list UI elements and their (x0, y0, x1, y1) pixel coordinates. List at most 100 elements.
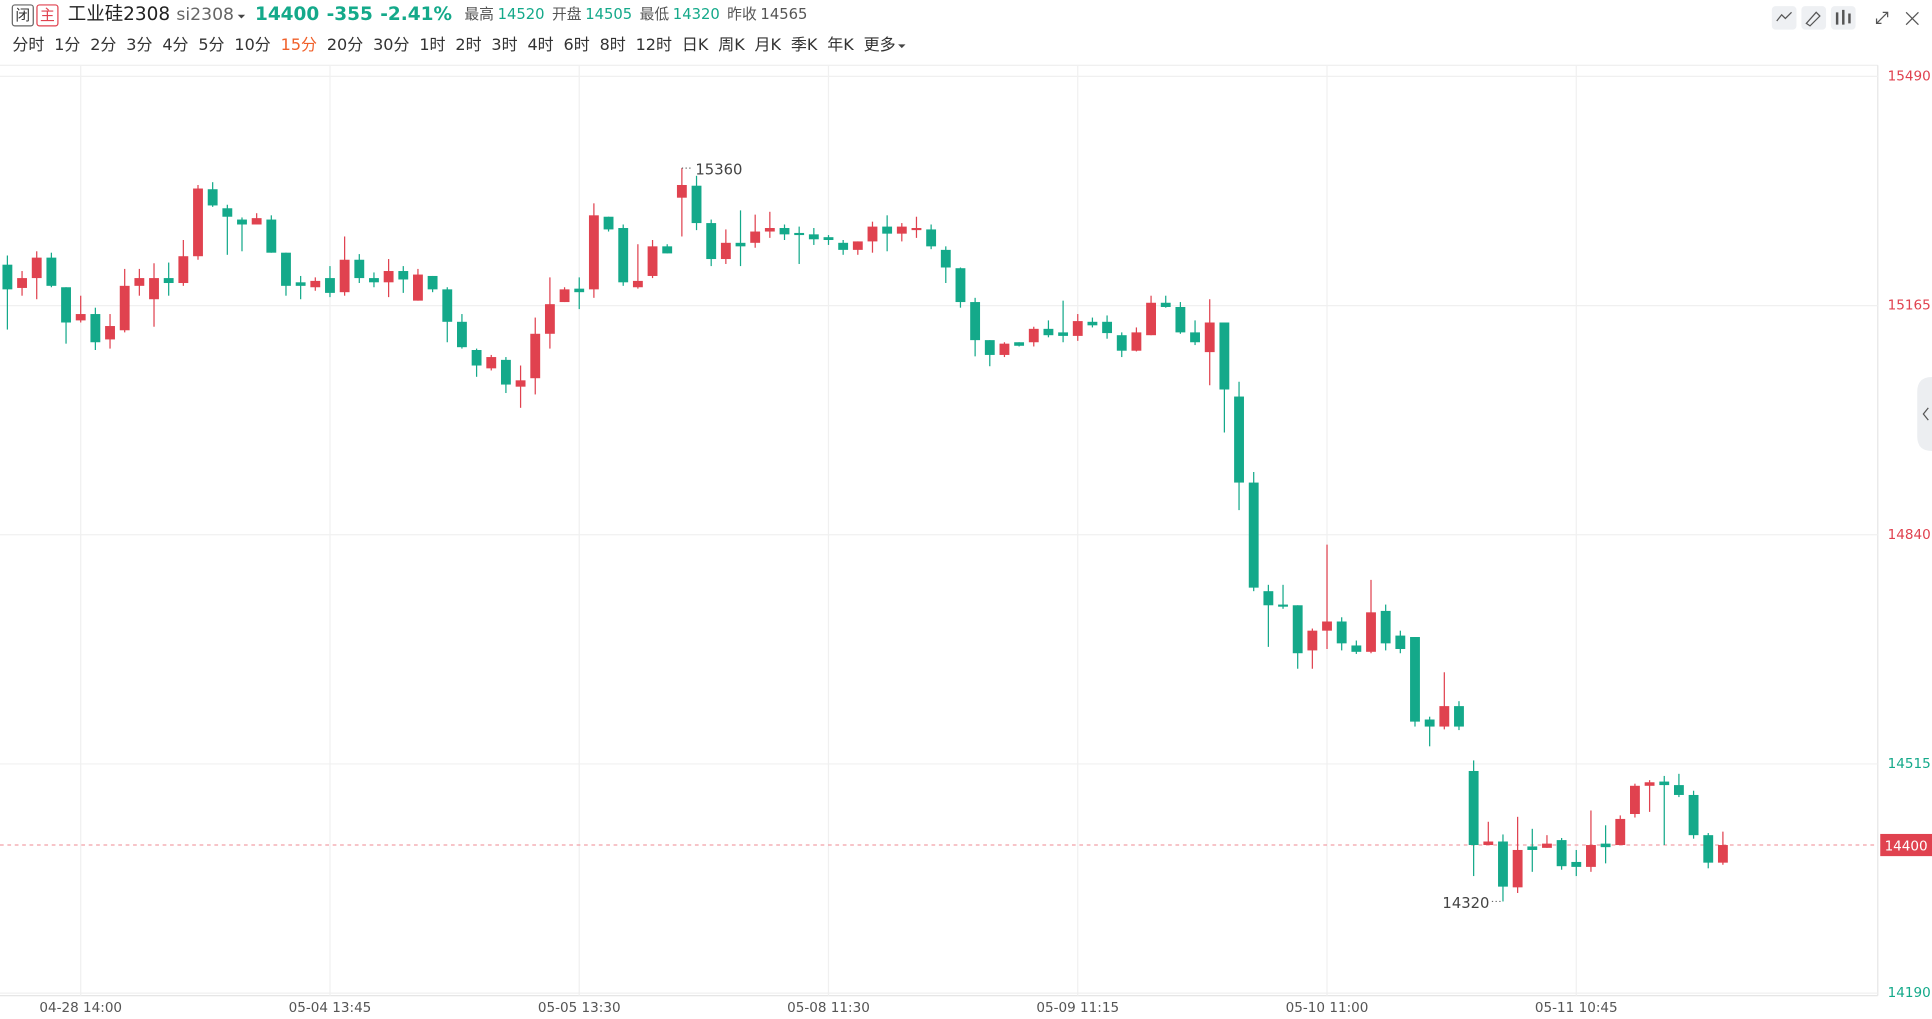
candle-body (1307, 630, 1318, 651)
candle-body (530, 333, 541, 379)
period-tab[interactable]: 8时 (600, 35, 626, 54)
indicator-icon (1776, 11, 1792, 22)
candle-body (1586, 845, 1596, 867)
candle-body (1278, 604, 1288, 607)
candle-body (1439, 706, 1450, 727)
period-tab[interactable]: 2分 (90, 35, 116, 54)
candle-body (134, 278, 145, 286)
low-label: 14320 (1442, 895, 1489, 912)
period-tab[interactable]: 月K (755, 35, 782, 54)
period-tab[interactable]: 5分 (198, 35, 224, 54)
candle-body (1630, 785, 1640, 815)
period-tab[interactable]: 年K (827, 35, 854, 54)
candle-body (1659, 781, 1670, 786)
candle-body (119, 285, 130, 331)
more-periods[interactable]: 更多 (864, 35, 896, 54)
last-price: 14400 (255, 4, 319, 25)
candle-body (266, 219, 277, 253)
candle-body (955, 268, 966, 303)
candle-body (911, 228, 922, 231)
candle-body (1292, 605, 1303, 654)
candle-body (31, 257, 42, 279)
candle-body (838, 242, 849, 250)
candle-body (720, 242, 731, 260)
candle-body (281, 252, 291, 286)
candle-body (1644, 782, 1655, 786)
period-tab[interactable]: 30分 (373, 35, 409, 54)
last-price-tag (1880, 833, 1932, 857)
candle-body (1175, 306, 1186, 333)
period-tab[interactable]: 12时 (636, 35, 672, 54)
y-tick-label: 15165 (1888, 298, 1931, 314)
x-tick-label: 05-08 11:30 (787, 1000, 870, 1016)
candle-body (413, 274, 423, 301)
candle-body (207, 189, 218, 206)
y-tick-label: 15490 (1888, 68, 1931, 84)
candle-body (1146, 302, 1156, 336)
x-tick-label: 05-04 13:45 (289, 1000, 372, 1016)
candle-body (896, 226, 907, 234)
high-label: 15360 (695, 162, 742, 179)
candle-body (354, 259, 365, 279)
close-icon (1905, 11, 1919, 26)
period-tab[interactable]: 分时 (12, 35, 44, 54)
candle-body (442, 289, 453, 322)
candle-body (251, 218, 262, 225)
period-tab[interactable]: 15分 (281, 35, 317, 54)
candle-body (1190, 332, 1200, 343)
period-tab[interactable]: 6时 (564, 35, 590, 54)
candle-body (574, 288, 585, 293)
candle-body (1322, 621, 1332, 631)
stat-label: 开盘 (552, 5, 582, 23)
period-tab[interactable]: 3时 (491, 35, 517, 54)
contract-code: si2308 (176, 5, 234, 25)
candle-body (500, 359, 511, 385)
period-tab[interactable]: 季K (791, 35, 818, 54)
candle-body (1542, 843, 1552, 848)
period-tab[interactable]: 2时 (455, 35, 481, 54)
period-tab[interactable]: 20分 (327, 35, 363, 54)
candle-body (1116, 335, 1127, 351)
status-text: 闭 (15, 7, 30, 24)
candle-body (457, 321, 467, 348)
chart-type-icon (1835, 9, 1851, 25)
candle-body (618, 228, 629, 283)
period-tab[interactable]: 4分 (162, 35, 188, 54)
candle-body (1131, 332, 1142, 351)
side-panel-toggle[interactable] (1917, 377, 1932, 451)
candle-body (1571, 861, 1582, 867)
candle-body (1043, 328, 1054, 336)
period-tab[interactable]: 1时 (419, 35, 445, 54)
draw-button[interactable] (1801, 6, 1827, 30)
period-tab[interactable]: 日K (682, 35, 709, 54)
candle-body (1673, 785, 1684, 795)
candle-body (691, 185, 702, 224)
candle-body (559, 289, 570, 303)
candle-body (1454, 706, 1464, 727)
candle-body (1102, 321, 1113, 334)
period-tab[interactable]: 周K (718, 35, 745, 54)
expand-icon (1875, 11, 1889, 25)
candle-body (90, 314, 101, 343)
period-tab[interactable]: 10分 (234, 35, 270, 54)
candle-body (1527, 846, 1538, 850)
y-tick-label: 14190 (1888, 985, 1931, 1001)
side-tab (1917, 377, 1932, 451)
candle-body (1410, 637, 1420, 722)
candle-body (1351, 645, 1362, 652)
draw-icon (1805, 11, 1821, 27)
period-tab[interactable]: 3分 (126, 35, 152, 54)
more-arrow (898, 44, 906, 49)
candle-body (1688, 794, 1699, 836)
candle-body (779, 228, 790, 235)
period-tab[interactable]: 1分 (54, 35, 80, 54)
period-tab[interactable]: 4时 (527, 35, 553, 54)
candle-body (588, 215, 599, 290)
candle-body (2, 264, 13, 290)
candle-body (1703, 835, 1714, 863)
candle-body (1219, 322, 1230, 390)
mode-text: 主 (40, 7, 55, 24)
candle-body (1263, 591, 1274, 606)
